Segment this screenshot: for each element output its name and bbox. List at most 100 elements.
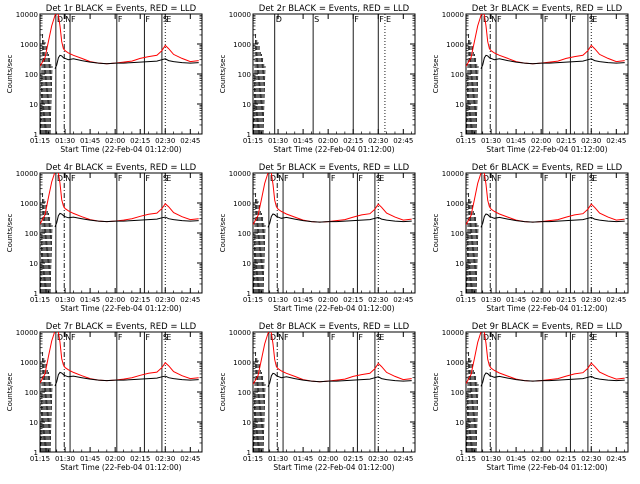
dash-marker bbox=[49, 383, 53, 452]
x-tick-label: 02:15 bbox=[130, 296, 150, 304]
flag-label: D bbox=[483, 15, 489, 24]
dash-marker bbox=[260, 216, 264, 293]
x-tick-label: 01:45 bbox=[293, 455, 313, 463]
x-tick-label: 01:45 bbox=[293, 296, 313, 304]
dash-marker bbox=[259, 212, 262, 293]
flag-label: S bbox=[163, 333, 168, 342]
y-tick-label: 1 bbox=[247, 290, 251, 298]
x-tick-label: 02:15 bbox=[556, 137, 576, 145]
x-axis-label: Start Time (22-Feb-04 01:12:00) bbox=[486, 145, 607, 154]
flag-label: F bbox=[145, 15, 150, 24]
flag-label: F bbox=[358, 333, 363, 342]
flag-label: D bbox=[276, 15, 282, 24]
x-tick-label: 01:30 bbox=[481, 137, 501, 145]
flag-label: S bbox=[376, 174, 381, 183]
dash-marker bbox=[259, 53, 262, 134]
flag-label: F bbox=[118, 333, 123, 342]
x-axis-label: Start Time (22-Feb-04 01:12:00) bbox=[486, 463, 607, 472]
panel-title: Det 3r BLACK = Events, RED = LLD bbox=[472, 4, 623, 14]
y-tick-label: 10000 bbox=[229, 329, 251, 337]
x-tick-label: 02:45 bbox=[606, 296, 626, 304]
start-dash-markers bbox=[253, 351, 266, 452]
y-tick-label: 10000 bbox=[16, 170, 38, 178]
flag-label: F bbox=[145, 174, 150, 183]
dash-marker bbox=[472, 212, 475, 293]
y-tick-label: 100 bbox=[451, 389, 464, 397]
x-axis-label: Start Time (22-Feb-04 01:12:00) bbox=[60, 145, 181, 154]
flag-label: S bbox=[589, 174, 594, 183]
x-tick-label: 02:45 bbox=[606, 455, 626, 463]
flag-label: S bbox=[376, 333, 381, 342]
dash-marker bbox=[262, 65, 266, 134]
series-group bbox=[466, 14, 625, 69]
flag-label: D bbox=[270, 174, 276, 183]
dash-marker bbox=[253, 192, 257, 293]
y-tick-label: 10 bbox=[242, 101, 251, 109]
flag-label: N bbox=[278, 174, 284, 183]
panel-det-2: Det 2r BLACK = Events, RED = LLD 1 10 100 10… bbox=[219, 4, 416, 154]
dash-marker bbox=[43, 204, 47, 293]
x-tick-label: 02:00 bbox=[318, 296, 338, 304]
x-tick-label: 02:00 bbox=[531, 137, 551, 145]
y-tick-label: 100 bbox=[238, 71, 251, 79]
dash-marker bbox=[46, 212, 49, 293]
series-group bbox=[253, 332, 412, 387]
flag-label: N bbox=[491, 333, 497, 342]
x-tick-label: 02:30 bbox=[155, 296, 175, 304]
flag-label: F bbox=[331, 333, 336, 342]
y-tick-label: 1 bbox=[34, 449, 38, 457]
dash-marker bbox=[467, 37, 471, 134]
dash-marker bbox=[47, 57, 51, 134]
y-axis-label: Counts/sec bbox=[6, 214, 14, 253]
dash-marker bbox=[473, 216, 477, 293]
x-tick-label: 01:45 bbox=[293, 137, 313, 145]
flag-label: E bbox=[592, 333, 597, 342]
flag-label: E bbox=[166, 333, 171, 342]
flag-label: S bbox=[589, 333, 594, 342]
y-tick-label: 1 bbox=[247, 131, 251, 139]
y-tick-label: 10000 bbox=[442, 11, 464, 19]
x-tick-label: 02:45 bbox=[393, 455, 413, 463]
dash-marker bbox=[48, 379, 52, 452]
x-tick-label: 02:30 bbox=[155, 137, 175, 145]
dash-marker bbox=[48, 61, 52, 134]
dash-marker bbox=[475, 383, 479, 452]
x-tick-label: 01:30 bbox=[55, 137, 75, 145]
panel-title: Det 5r BLACK = Events, RED = LLD bbox=[259, 163, 410, 173]
panel-det-3: Det 3r BLACK = Events, RED = LLD 1 10 100 10… bbox=[432, 4, 629, 154]
x-tick-label: 02:30 bbox=[155, 455, 175, 463]
dash-marker bbox=[257, 367, 261, 452]
series-line-events bbox=[267, 213, 412, 228]
flag-label: E bbox=[386, 15, 391, 24]
y-tick-label: 1 bbox=[460, 131, 464, 139]
start-dash-markers bbox=[466, 351, 479, 452]
y-tick-label: 10 bbox=[29, 419, 38, 427]
dash-marker bbox=[261, 61, 265, 134]
flag-label: F bbox=[497, 15, 502, 24]
start-dash-markers bbox=[466, 33, 479, 134]
flag-label: F bbox=[571, 333, 576, 342]
flag-label: E bbox=[379, 333, 384, 342]
flag-label: S bbox=[163, 174, 168, 183]
dash-marker bbox=[259, 371, 262, 452]
panel-title: Det 2r BLACK = Events, RED = LLD bbox=[259, 4, 410, 14]
dash-marker bbox=[470, 367, 474, 452]
series-group bbox=[40, 14, 199, 69]
flag-label: F bbox=[358, 174, 363, 183]
dash-marker bbox=[255, 359, 259, 452]
x-tick-label: 01:15 bbox=[243, 137, 263, 145]
dash-marker bbox=[472, 371, 475, 452]
dash-marker bbox=[42, 41, 46, 134]
start-dash-markers bbox=[40, 351, 53, 452]
flag-label: F bbox=[284, 333, 289, 342]
dash-marker bbox=[470, 49, 474, 134]
flag-label: F bbox=[71, 174, 76, 183]
start-dash-markers bbox=[253, 192, 266, 293]
flag-label: E bbox=[379, 174, 384, 183]
x-tick-label: 01:45 bbox=[506, 455, 526, 463]
flag-label: E bbox=[166, 174, 171, 183]
y-tick-label: 1000 bbox=[446, 359, 464, 367]
start-dash-markers bbox=[40, 192, 53, 293]
x-tick-label: 02:00 bbox=[105, 455, 125, 463]
x-tick-label: 01:30 bbox=[268, 455, 288, 463]
